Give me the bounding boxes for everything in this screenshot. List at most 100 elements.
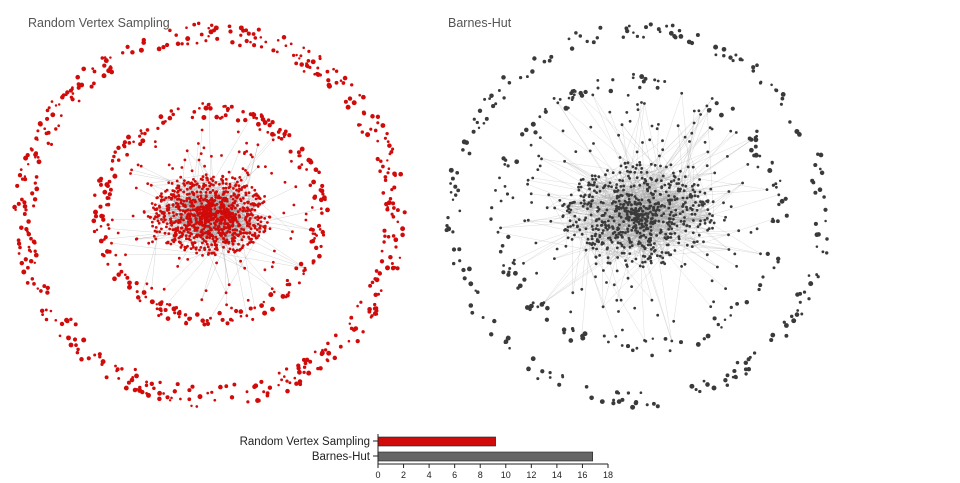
graph-node xyxy=(781,92,786,97)
graph-node xyxy=(311,206,314,209)
graph-node xyxy=(199,220,202,223)
graph-node xyxy=(37,156,40,159)
graph-node xyxy=(817,275,820,278)
graph-node xyxy=(694,213,697,216)
graph-node xyxy=(788,120,791,123)
graph-node xyxy=(813,163,817,167)
graph-node xyxy=(614,335,617,338)
graph-node xyxy=(201,102,204,105)
graph-node xyxy=(207,188,210,191)
graph-node xyxy=(200,152,203,155)
graph-node xyxy=(230,395,234,399)
graph-node xyxy=(719,113,724,118)
graph-node xyxy=(779,180,781,182)
graph-node xyxy=(192,110,196,114)
graph-node xyxy=(628,239,631,242)
graph-node xyxy=(384,202,388,206)
graph-node xyxy=(689,207,692,210)
graph-node xyxy=(257,223,260,226)
graph-node xyxy=(677,124,680,127)
graph-node xyxy=(101,56,105,60)
graph-node xyxy=(151,240,154,243)
graph-node xyxy=(692,166,695,169)
graph-node xyxy=(214,194,217,197)
graph-node xyxy=(556,248,559,251)
graph-node xyxy=(696,209,699,212)
graph-node xyxy=(200,298,203,301)
graph-node xyxy=(186,42,189,45)
panel-title: Barnes-Hut xyxy=(448,16,511,30)
graph-node xyxy=(456,189,460,193)
graph-node xyxy=(645,219,648,222)
graph-node xyxy=(179,176,182,179)
graph-node xyxy=(667,243,670,246)
graph-node xyxy=(621,329,624,332)
graph-node xyxy=(588,194,591,197)
graph-node xyxy=(679,34,684,39)
graph-node xyxy=(680,265,683,268)
graph-node xyxy=(231,176,234,179)
graph-node xyxy=(325,208,330,213)
graph-node xyxy=(271,287,274,290)
graph-node xyxy=(157,214,160,217)
graph-node xyxy=(210,391,213,394)
graph-node xyxy=(183,224,186,227)
graph-node xyxy=(192,214,195,217)
graph-node xyxy=(136,295,140,299)
graph-node xyxy=(212,176,215,179)
graph-node xyxy=(684,175,687,178)
graph-node xyxy=(586,242,589,245)
graph-node xyxy=(652,220,655,223)
graph-node xyxy=(446,226,451,231)
graph-node xyxy=(266,131,269,134)
graph-node xyxy=(388,255,392,259)
graph-node xyxy=(57,124,60,127)
graph-node xyxy=(239,198,242,201)
graph-node xyxy=(36,129,39,132)
graph-node xyxy=(676,197,679,200)
graph-node xyxy=(373,303,376,306)
graph-node xyxy=(160,313,163,316)
graph-node xyxy=(476,121,479,124)
graph-node xyxy=(722,47,727,52)
graph-node xyxy=(652,246,655,249)
graph-node xyxy=(573,93,576,96)
graph-node xyxy=(376,121,379,124)
graph-node xyxy=(239,248,242,251)
graph-node xyxy=(132,140,135,143)
graph-node xyxy=(635,167,638,170)
graph-node xyxy=(508,347,511,350)
graph-node xyxy=(201,242,204,245)
network-graph-barnes-hut xyxy=(420,0,860,420)
graph-node xyxy=(530,69,534,73)
graph-node xyxy=(282,212,285,215)
graph-node xyxy=(219,209,222,212)
graph-node xyxy=(522,262,525,265)
graph-node xyxy=(211,252,214,255)
graph-node xyxy=(467,267,472,272)
graph-node xyxy=(780,103,783,106)
graph-node xyxy=(93,230,96,233)
graph-node xyxy=(32,282,36,286)
graph-node xyxy=(232,205,235,208)
graph-node xyxy=(659,193,662,196)
graph-node xyxy=(264,227,267,230)
graph-node xyxy=(489,93,494,98)
graph-node xyxy=(288,381,291,384)
graph-node xyxy=(168,116,173,121)
graph-node xyxy=(151,202,154,205)
graph-node xyxy=(568,97,571,100)
graph-node xyxy=(177,207,180,210)
graph-node xyxy=(386,159,388,161)
graph-node xyxy=(627,277,630,280)
graph-node xyxy=(257,197,260,200)
graph-node xyxy=(197,227,200,230)
graph-node xyxy=(174,33,178,37)
graph-node xyxy=(198,186,201,189)
graph-node xyxy=(751,65,755,69)
graph-node xyxy=(607,341,610,344)
graph-node xyxy=(250,241,253,244)
graph-node xyxy=(156,307,159,310)
graph-node xyxy=(253,306,256,309)
graph-node xyxy=(302,358,306,362)
